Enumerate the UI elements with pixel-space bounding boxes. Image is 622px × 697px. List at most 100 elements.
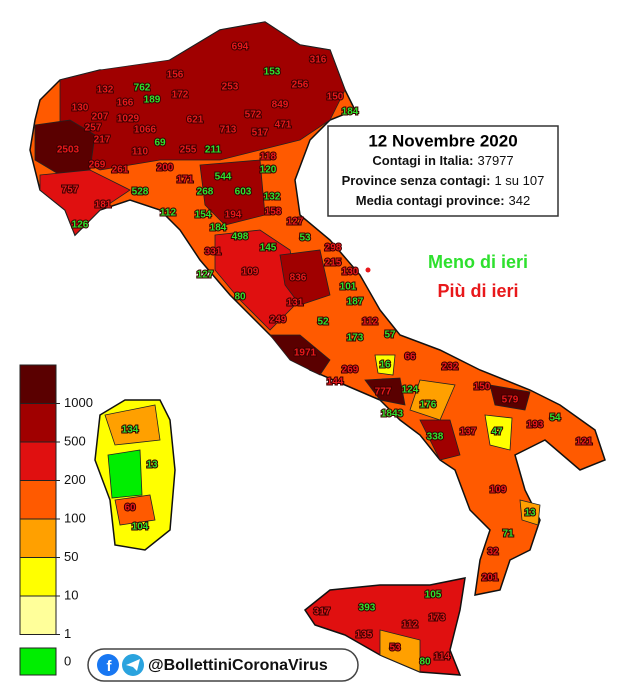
province-count: 105	[425, 590, 442, 601]
legend-label: 50	[64, 549, 78, 564]
province-count: 269	[342, 365, 359, 376]
province-count: 101	[340, 282, 357, 293]
province-count: 528	[132, 187, 149, 198]
province-count: 131	[287, 298, 304, 309]
legend-swatch	[19, 557, 57, 597]
legend-label: 500	[64, 433, 86, 448]
province-count: 836	[290, 273, 307, 284]
legend-swatch	[19, 403, 57, 443]
zone	[279, 249, 331, 306]
info-title: 12 Novembre 2020	[368, 131, 517, 150]
province-count: 187	[347, 297, 364, 308]
province-count: 130	[72, 103, 89, 114]
province-count: 118	[260, 152, 277, 163]
province-count: 331	[205, 247, 222, 258]
province-count: 173	[347, 333, 364, 344]
province-count: 80	[419, 657, 431, 668]
legend-swatch	[19, 518, 57, 558]
province-count: 498	[232, 232, 249, 243]
facebook-icon	[97, 654, 119, 676]
legend-label: 1	[64, 626, 71, 641]
zone	[269, 334, 331, 376]
zone	[364, 377, 406, 406]
zone	[419, 419, 461, 461]
info-frame	[327, 125, 559, 217]
marker	[365, 267, 371, 273]
province-count: 69	[154, 138, 166, 149]
province-count: 269	[89, 160, 106, 171]
province-count: 124	[402, 385, 419, 396]
province-count: 135	[356, 630, 373, 641]
province-count: 200	[157, 163, 174, 174]
province-count: 207	[92, 112, 109, 123]
info-value: 37977	[477, 153, 513, 168]
province-count: 156	[167, 70, 184, 81]
info-value: 1 su 107	[494, 173, 544, 188]
province-count: 255	[180, 145, 197, 156]
province-count: 127	[287, 217, 304, 228]
province-count: 572	[245, 110, 262, 121]
province-count: 694	[232, 42, 249, 53]
province-count: 201	[482, 573, 499, 584]
province-count: 104	[132, 522, 149, 533]
info-label: Media contagi province:	[356, 193, 505, 208]
province-count: 317	[314, 607, 331, 618]
province-count: 193	[527, 420, 544, 431]
info-line: Media contagi province: 342	[356, 193, 531, 208]
province-count: 80	[234, 292, 246, 303]
legend-label: 0	[64, 653, 71, 668]
province-count: 268	[197, 187, 214, 198]
province-count: 762	[134, 83, 151, 94]
zone	[114, 494, 156, 526]
province-count: 153	[264, 67, 281, 78]
province-count: 112	[402, 620, 419, 631]
province-count: 144	[327, 377, 344, 388]
province-count: 134	[122, 425, 139, 436]
province-count: 217	[94, 135, 111, 146]
province-count: 713	[220, 125, 237, 136]
info-box: 12 Novembre 2020	[327, 125, 559, 217]
province-count: 150	[327, 92, 344, 103]
province-count: 184	[342, 107, 359, 118]
province-count: 517	[252, 128, 269, 139]
province-count: 66	[404, 352, 416, 363]
province-count: 173	[429, 613, 446, 624]
province-count: 126	[72, 220, 89, 231]
info-line: Province senza contagi: 1 su 107	[342, 173, 545, 188]
province-count: 114	[434, 652, 451, 663]
province-count: 757	[62, 185, 79, 196]
info-line: Contagi in Italia: 37977	[372, 153, 513, 168]
province-count: 316	[310, 55, 327, 66]
province-count: 121	[576, 437, 593, 448]
province-count: 127	[197, 270, 214, 281]
province-count: 253	[222, 82, 239, 93]
province-count: 211	[205, 145, 222, 156]
province-count: 1843	[381, 409, 404, 420]
province-count: 1971	[294, 348, 317, 359]
province-count: 54	[549, 413, 561, 424]
zone	[374, 354, 396, 376]
sicily	[303, 577, 466, 676]
province-count: 393	[359, 603, 376, 614]
zone	[379, 629, 421, 673]
province-count: 47	[491, 427, 503, 438]
province-count: 579	[502, 395, 519, 406]
province-count: 53	[299, 233, 311, 244]
province-count: 257	[85, 123, 102, 134]
province-count: 256	[292, 80, 309, 91]
zone	[489, 384, 531, 411]
province-count: 261	[112, 165, 129, 176]
info-label: Contagi in Italia:	[372, 153, 473, 168]
province-count: 544	[215, 172, 232, 183]
province-count: 298	[325, 243, 342, 254]
trend-down: Meno di ieri	[428, 252, 528, 272]
province-count: 194	[225, 210, 242, 221]
province-count: 621	[187, 115, 204, 126]
zone	[59, 21, 346, 171]
province-count: 338	[427, 432, 444, 443]
province-count: 132	[264, 192, 281, 203]
province-count: 13	[524, 508, 536, 519]
province-count: 132	[97, 85, 114, 96]
facebook-glyph: f	[107, 658, 113, 675]
